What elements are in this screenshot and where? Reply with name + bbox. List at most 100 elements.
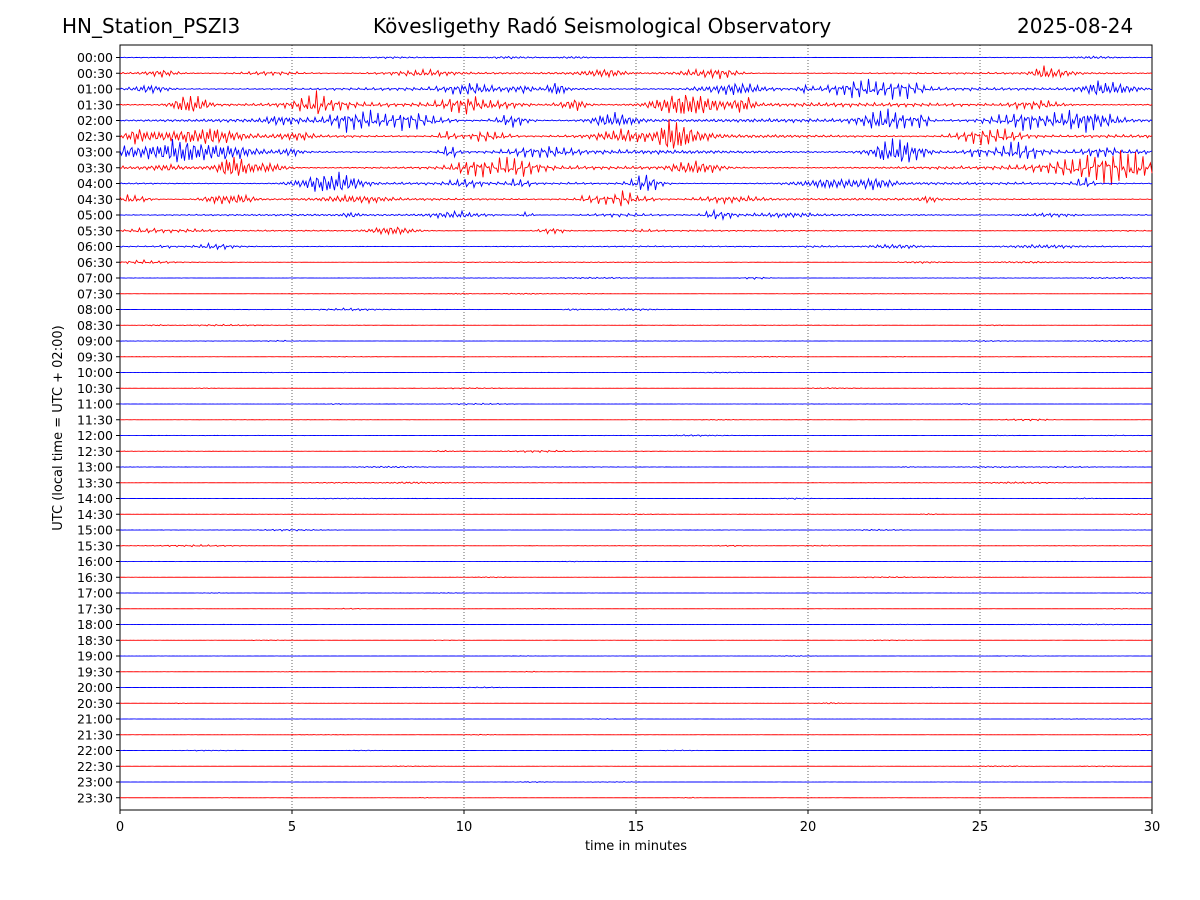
y-tick-label: 20:30 bbox=[77, 696, 113, 711]
y-tick-label: 19:00 bbox=[77, 649, 113, 664]
y-axis-label: UTC (local time = UTC + 02:00) bbox=[51, 325, 66, 530]
y-tick-label: 19:30 bbox=[77, 664, 113, 679]
seismic-trace-1830 bbox=[119, 639, 1153, 642]
y-tick-label: 02:00 bbox=[77, 113, 113, 128]
seismic-trace-1330 bbox=[119, 481, 1153, 485]
y-tick-label: 06:30 bbox=[77, 255, 113, 270]
y-tick-label: 12:00 bbox=[77, 428, 113, 443]
seismic-trace-1230 bbox=[119, 449, 1153, 453]
seismic-trace-0300 bbox=[119, 138, 1153, 163]
seismic-trace-2100 bbox=[119, 718, 1153, 720]
y-tick-label: 17:30 bbox=[77, 601, 113, 616]
y-tick-label: 03:00 bbox=[77, 145, 113, 160]
y-tick-label: 17:00 bbox=[77, 586, 113, 601]
y-tick-label: 15:00 bbox=[77, 523, 113, 538]
y-tick-label: 12:30 bbox=[77, 444, 113, 459]
y-tick-label: 20:00 bbox=[77, 680, 113, 695]
seismic-trace-2230 bbox=[119, 765, 1153, 768]
seismic-trace-0730 bbox=[119, 292, 1153, 295]
seismic-trace-0630 bbox=[119, 259, 1153, 265]
y-tick-label: 06:00 bbox=[77, 239, 113, 254]
seismic-trace-2300 bbox=[119, 781, 1153, 783]
seismic-trace-2130 bbox=[119, 733, 1153, 736]
seismic-trace-1200 bbox=[119, 434, 1153, 437]
seismic-trace-0000 bbox=[119, 55, 1153, 60]
y-tick-label: 00:30 bbox=[77, 66, 113, 81]
date-title: 2025-08-24 bbox=[1017, 14, 1134, 38]
y-tick-label: 21:00 bbox=[77, 712, 113, 727]
grid-lines bbox=[291, 45, 981, 810]
y-tick-label: 14:30 bbox=[77, 507, 113, 522]
seismic-traces bbox=[119, 55, 1153, 799]
y-tick-label: 22:00 bbox=[77, 743, 113, 758]
y-tick-label: 23:30 bbox=[77, 790, 113, 805]
y-tick-label: 21:30 bbox=[77, 727, 113, 742]
seismic-trace-0930 bbox=[119, 355, 1153, 358]
y-tick-label: 05:30 bbox=[77, 223, 113, 238]
seismic-trace-2330 bbox=[119, 796, 1153, 799]
y-tick-label: 01:00 bbox=[77, 82, 113, 97]
y-tick-label: 23:00 bbox=[77, 775, 113, 790]
seismic-trace-0030 bbox=[119, 65, 1153, 80]
y-tick-label: 07:30 bbox=[77, 286, 113, 301]
x-tick-label: 0 bbox=[116, 820, 124, 835]
y-tick-label: 09:00 bbox=[77, 334, 113, 349]
seismic-trace-0330 bbox=[119, 150, 1153, 185]
y-tick-label: 08:00 bbox=[77, 302, 113, 317]
y-tick-label: 13:30 bbox=[77, 475, 113, 490]
seismic-trace-0100 bbox=[119, 78, 1153, 100]
y-tick-label: 14:00 bbox=[77, 491, 113, 506]
y-tick-label: 01:30 bbox=[77, 97, 113, 112]
x-tick-label: 5 bbox=[288, 820, 296, 835]
y-tick-label: 11:30 bbox=[77, 412, 113, 427]
seismic-trace-1600 bbox=[119, 560, 1153, 563]
seismic-trace-1530 bbox=[119, 543, 1153, 548]
x-tick-label: 30 bbox=[1144, 820, 1161, 835]
seismic-trace-2030 bbox=[119, 702, 1153, 705]
station-title: HN_Station_PSZI3 bbox=[62, 14, 241, 38]
seismic-trace-0600 bbox=[119, 242, 1153, 251]
seismic-trace-1700 bbox=[119, 592, 1153, 594]
y-tick-label: 16:00 bbox=[77, 554, 113, 569]
x-tick-label: 15 bbox=[628, 820, 645, 835]
y-tick-label: 07:00 bbox=[77, 271, 113, 286]
seismic-trace-0130 bbox=[119, 90, 1153, 115]
seismic-trace-0830 bbox=[119, 323, 1153, 327]
seismic-trace-2200 bbox=[119, 749, 1153, 752]
seismic-trace-0900 bbox=[119, 339, 1153, 343]
y-tick-label: 15:30 bbox=[77, 538, 113, 553]
x-tick-label: 10 bbox=[456, 820, 473, 835]
y-tick-label: 08:30 bbox=[77, 318, 113, 333]
seismic-trace-1130 bbox=[119, 418, 1153, 422]
y-tick-label: 09:30 bbox=[77, 349, 113, 364]
seismic-trace-0800 bbox=[119, 307, 1153, 312]
seismic-trace-2000 bbox=[119, 686, 1153, 689]
y-tick-label: 00:00 bbox=[77, 50, 113, 65]
seismic-trace-1500 bbox=[119, 528, 1153, 532]
seismic-trace-0430 bbox=[119, 190, 1153, 207]
seismic-trace-0700 bbox=[119, 276, 1153, 280]
observatory-title: Kövesligethy Radó Seismological Observat… bbox=[373, 14, 832, 38]
seismic-trace-1000 bbox=[119, 371, 1153, 374]
y-tick-label: 04:30 bbox=[77, 192, 113, 207]
x-tick-label: 20 bbox=[800, 820, 817, 835]
y-tick-labels: 00:0000:3001:0001:3002:0002:3003:0003:30… bbox=[77, 50, 120, 805]
seismic-trace-1900 bbox=[119, 655, 1153, 657]
seismic-trace-0400 bbox=[119, 171, 1153, 192]
y-tick-label: 03:30 bbox=[77, 160, 113, 175]
y-tick-label: 18:30 bbox=[77, 633, 113, 648]
seismic-trace-1630 bbox=[119, 576, 1153, 579]
seismic-trace-0530 bbox=[119, 226, 1153, 236]
seismic-trace-1730 bbox=[119, 607, 1153, 610]
seismic-trace-0500 bbox=[119, 208, 1153, 221]
y-tick-label: 13:00 bbox=[77, 460, 113, 475]
seismic-trace-0230 bbox=[119, 119, 1153, 149]
seismic-trace-1100 bbox=[119, 402, 1153, 406]
seismic-trace-1430 bbox=[119, 513, 1153, 516]
y-tick-label: 18:00 bbox=[77, 617, 113, 632]
x-tick-label: 25 bbox=[972, 820, 989, 835]
x-axis-label: time in minutes bbox=[585, 839, 687, 854]
seismic-trace-1300 bbox=[120, 465, 1153, 469]
seismic-trace-1030 bbox=[119, 387, 1153, 390]
y-tick-label: 10:30 bbox=[77, 381, 113, 396]
